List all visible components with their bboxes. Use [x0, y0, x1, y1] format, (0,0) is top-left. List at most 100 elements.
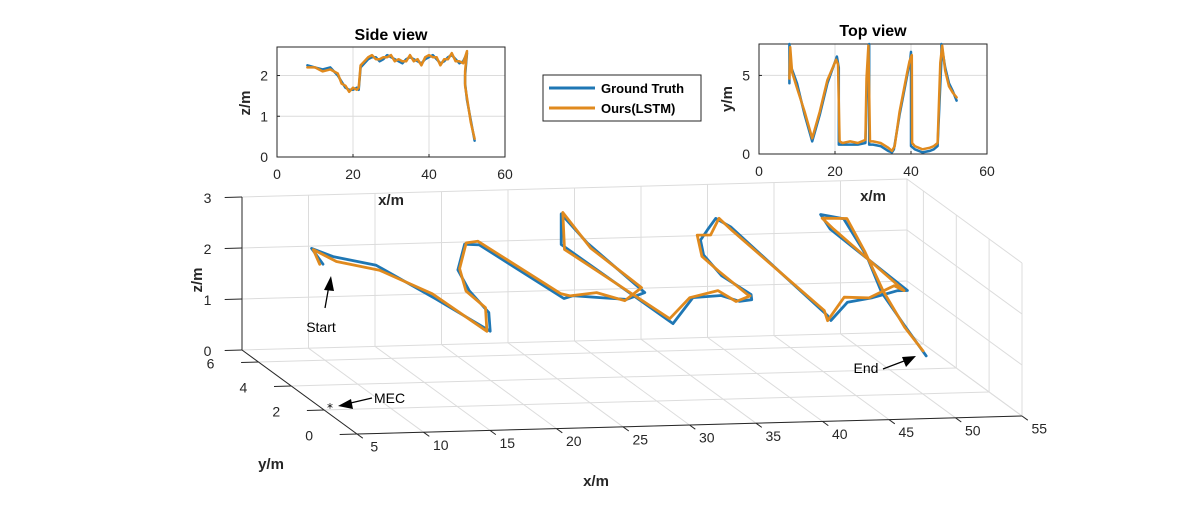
side-view-axes-box: [276, 46, 506, 158]
3d-view-zlabel: z/m: [189, 267, 206, 292]
top-view-grid: [758, 44, 988, 155]
3d-xtick-mark: [955, 417, 962, 423]
3d-ztick-mark: [224, 349, 243, 351]
3d-floor-xgrid: [507, 342, 624, 428]
3d-ztick-mark: [224, 247, 243, 249]
mec-annotation: * MEC: [327, 390, 405, 415]
top-view-ytick-label: 0: [742, 146, 750, 162]
3d-floor-xgrid: [308, 347, 424, 433]
side-view-xtick-label: 0: [273, 166, 281, 182]
side-view-xtick-label: 60: [497, 166, 513, 182]
3d-xtick-label: 55: [1032, 421, 1048, 437]
start-annotation: Start: [306, 276, 336, 335]
3d-ztick-mark: [224, 196, 243, 198]
side-view-xlabel: x/m: [378, 192, 404, 209]
end-label: End: [854, 360, 879, 376]
side-view-ticks: 0 20 40 60 0 1 2: [260, 68, 513, 182]
top-view-plot: 0 20 40 60 0 5 Top view x/m y/m: [719, 23, 995, 205]
3d-ztick-label: 1: [204, 292, 212, 308]
3d-floor-xgrid: [840, 333, 956, 419]
3d-side-zgrid: [906, 331, 1023, 417]
3d-ytick-label: 6: [207, 355, 215, 371]
3d-xtick-mark: [822, 420, 829, 427]
3d-xtick-label: 50: [965, 422, 981, 438]
3d-xtick-label: 40: [832, 426, 848, 442]
3d-view-axes: [241, 197, 1023, 435]
3d-xtick-mark: [1021, 415, 1029, 421]
top-view-series: [788, 42, 958, 154]
3d-xtick-label: 10: [433, 437, 449, 453]
3d-floor-xgrid: [574, 340, 690, 426]
top-view-series-ours: [788, 44, 958, 153]
3d-floor-xgrid: [374, 345, 491, 431]
legend-label-ours: Ours(LSTM): [601, 101, 675, 116]
3d-ztick-mark: [224, 298, 243, 300]
legend: Ground Truth Ours(LSTM): [542, 74, 702, 122]
3d-ytick-label: 4: [240, 379, 248, 395]
side-view-series: [306, 49, 476, 142]
side-view-series-ground-truth: [306, 51, 476, 142]
side-view-xtick-label: 20: [345, 166, 361, 182]
3d-ztick-label: 3: [204, 190, 212, 206]
3d-ytick-label: 2: [272, 403, 280, 419]
3d-xtick-mark: [423, 431, 430, 437]
3d-xtick-label: 5: [370, 439, 378, 455]
top-view-xtick-label: 40: [903, 163, 919, 179]
top-view-ylabel: y/m: [719, 86, 736, 112]
legend-label-ground-truth: Ground Truth: [601, 81, 684, 96]
3d-xtick-label: 30: [699, 430, 715, 446]
3d-floor-xgrid: [441, 344, 557, 430]
3d-xtick-mark: [888, 419, 896, 425]
3d-xtick-mark: [689, 424, 696, 430]
side-view-ytick-label: 2: [260, 68, 268, 84]
3d-side-zgrid: [906, 280, 1023, 366]
3d-y-axis-line: [241, 349, 358, 435]
legend-box: [542, 74, 702, 122]
side-view-ylabel: z/m: [237, 90, 254, 115]
3d-ytick-mark: [339, 433, 358, 435]
3d-xtick-label: 25: [633, 431, 649, 447]
3d-ytick-mark: [306, 409, 325, 411]
end-arrow-head: [902, 356, 916, 367]
3d-back-zgrid: [241, 178, 908, 198]
3d-view-grid: [241, 178, 1023, 435]
3d-xtick-label: 15: [500, 435, 516, 451]
3d-ytick-mark: [273, 385, 292, 387]
side-view-series-ours: [306, 49, 476, 140]
side-view-ytick-label: 0: [260, 149, 268, 165]
3d-xtick-mark: [489, 429, 497, 436]
3d-back-zgrid: [241, 331, 908, 351]
3d-xtick-mark: [622, 426, 630, 432]
3d-xtick-mark: [356, 433, 364, 439]
side-view-title: Side view: [355, 27, 428, 44]
3d-side-zgrid: [906, 229, 1023, 315]
3d-xtick-label: 20: [566, 433, 582, 449]
3d-ytick-mark: [241, 361, 259, 363]
3d-floor-ygrid: [291, 367, 957, 387]
mec-label: MEC: [374, 390, 405, 406]
start-label: Start: [306, 319, 336, 335]
3d-floor-xgrid: [707, 336, 823, 422]
end-annotation: End: [854, 356, 916, 376]
3d-floor-ygrid: [258, 343, 924, 363]
3d-ztick-label: 0: [204, 343, 212, 359]
3d-floor-xgrid: [773, 335, 890, 421]
3d-view-series: [310, 211, 928, 358]
top-view-xtick-label: 60: [979, 163, 995, 179]
top-view-xtick-label: 0: [755, 163, 763, 179]
3d-xtick-mark: [556, 428, 563, 434]
side-view-ytick-label: 1: [260, 108, 268, 124]
top-view-ticks: 0 20 40 60 0 5: [742, 67, 995, 179]
3d-xtick-label: 45: [899, 424, 915, 440]
3d-ztick-label: 2: [204, 241, 212, 257]
top-view-title: Top view: [839, 23, 907, 40]
side-view-xtick-label: 40: [421, 166, 437, 182]
mec-marker: *: [327, 401, 333, 415]
side-view-grid: [276, 47, 506, 158]
start-arrow-head: [324, 276, 334, 291]
top-view-xtick-label: 20: [827, 163, 843, 179]
top-view-ytick-label: 5: [742, 67, 750, 83]
